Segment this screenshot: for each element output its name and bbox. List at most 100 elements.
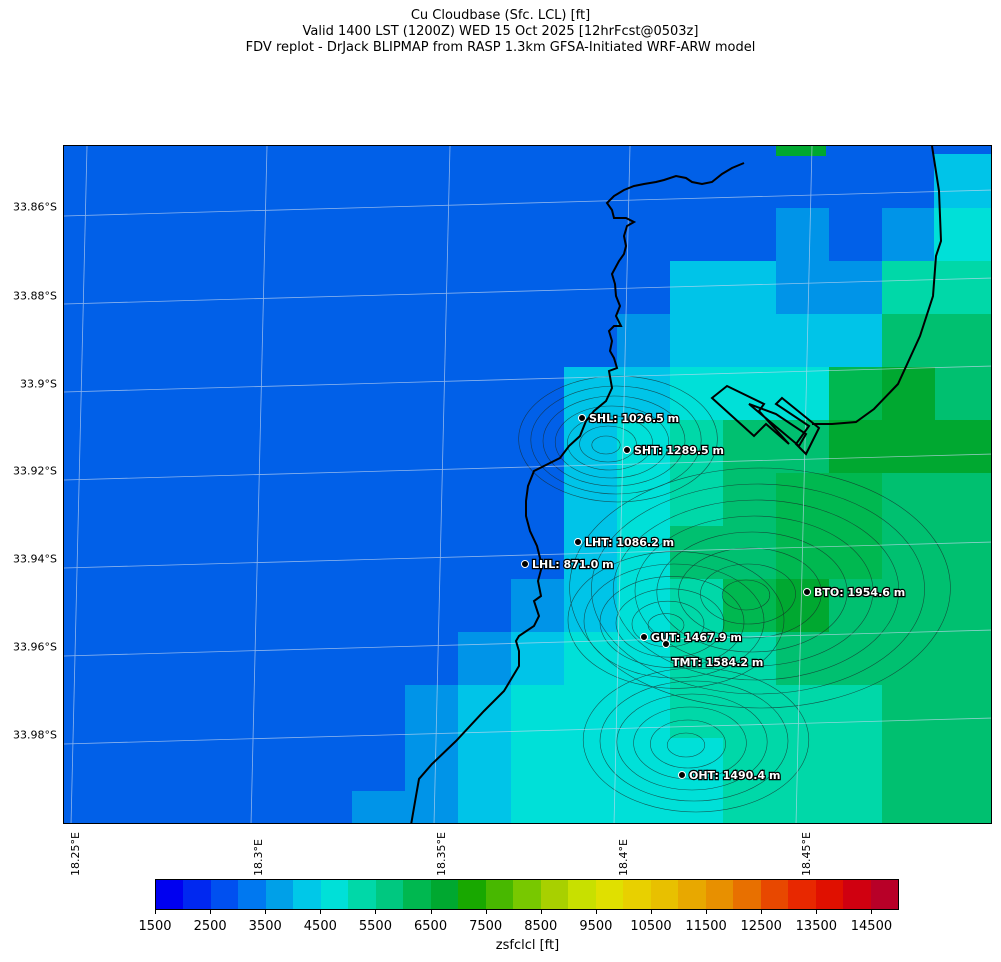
grid-cell <box>776 261 829 314</box>
grid-cell <box>617 579 670 632</box>
colorbar-tick-mark <box>816 910 818 914</box>
grid-cell <box>882 261 991 314</box>
colorbar-tick-mark <box>430 910 432 914</box>
colorbar-tick-mark <box>375 910 377 914</box>
grid-cell <box>618 146 776 156</box>
colorbar-swatch <box>375 880 404 909</box>
grid-cell <box>458 738 511 823</box>
contour-line <box>666 732 706 758</box>
latitude-label: 33.9°S <box>20 377 57 391</box>
grid-cell <box>617 473 670 526</box>
contour-line <box>599 680 789 802</box>
station-marker-shl[interactable] <box>578 414 586 422</box>
station-markers: SHL: 1026.5 m SHT: 1289.5 m LHT: 1086.2 m L… <box>521 411 906 783</box>
latitude-gridline <box>64 453 991 481</box>
longitude-gridline <box>70 146 88 823</box>
grid-cell <box>670 314 776 367</box>
longitude-label: 18.35°E <box>435 832 448 876</box>
harbour-breakwater <box>710 384 821 456</box>
colorbar-swatch <box>870 880 899 909</box>
grid-cell <box>829 579 991 632</box>
colorbar-tick-mark <box>871 910 873 914</box>
colorbar-swatch <box>650 880 679 909</box>
colorbar-tick-mark <box>320 910 322 914</box>
cloudbase-grid <box>352 146 991 823</box>
colorbar-tick-label: 12500 <box>740 919 782 934</box>
colorbar-swatch <box>265 880 294 909</box>
contour-line <box>582 667 810 813</box>
contour-line <box>591 483 925 695</box>
grid-cell <box>511 738 723 823</box>
colorbar-swatch <box>348 880 376 909</box>
colorbar-tick-mark <box>155 910 156 914</box>
colorbar-tick-label: 10500 <box>630 919 672 934</box>
station-marker-oht[interactable] <box>678 771 686 779</box>
colorbar-swatch <box>403 880 431 909</box>
grid-cell <box>934 154 991 208</box>
grid-cell <box>723 473 776 526</box>
colorbar-tick-mark <box>706 910 708 914</box>
colorbar-tick-mark <box>761 910 763 914</box>
station-marker-gut[interactable] <box>640 633 648 641</box>
grid-cell <box>882 473 991 526</box>
colorbar-swatch <box>623 880 651 909</box>
contour-line <box>542 395 686 487</box>
colorbar-swatch <box>678 880 706 909</box>
colorbar <box>155 879 899 910</box>
colorbar-tick-label: 14500 <box>850 919 893 934</box>
longitude-gridline <box>795 146 813 823</box>
contour-line <box>518 375 718 503</box>
latitude-label: 33.98°S <box>13 728 57 742</box>
grid-cell <box>670 579 723 632</box>
grid-cell <box>776 420 829 473</box>
colorbar-tick-label: 13500 <box>795 919 838 934</box>
grid-cell <box>564 420 617 473</box>
station-marker-lhl[interactable] <box>521 560 529 568</box>
colorbar-swatch <box>238 880 266 909</box>
grid-cell <box>564 632 617 685</box>
colorbar-swatch <box>595 880 624 909</box>
latitude-gridline <box>64 629 991 657</box>
longitude-label: 18.4°E <box>617 839 630 876</box>
colorbar-tick-mark <box>540 910 542 914</box>
grid-cell <box>882 526 991 579</box>
contour-line <box>591 435 621 455</box>
colorbar-tick-label: 3500 <box>248 919 282 934</box>
colorbar-swatch <box>705 880 734 909</box>
station-marker-sht[interactable] <box>623 446 631 454</box>
longitude-gridline <box>250 146 268 823</box>
colorbar-swatch <box>156 880 184 909</box>
grid-cell <box>829 261 882 314</box>
station-marker-tmt[interactable] <box>662 640 670 648</box>
colorbar-tick-label: 6500 <box>414 919 448 934</box>
forecast-map[interactable]: SHL: 1026.5 m SHT: 1289.5 m LHT: 1086.2 m L… <box>63 145 992 824</box>
contour-line <box>615 588 725 658</box>
contour-line <box>647 613 685 637</box>
grid-cell <box>776 526 882 579</box>
colorbar-tick-mark <box>210 910 212 914</box>
grid-cell <box>882 208 934 261</box>
graticule <box>64 146 991 823</box>
colorbar-tick-mark <box>595 910 597 914</box>
colorbar-swatch <box>843 880 871 909</box>
grid-cell <box>934 208 991 261</box>
colorbar-tick-label: 4500 <box>303 919 337 934</box>
grid-cell <box>882 685 991 738</box>
colorbar-swatch <box>568 880 596 909</box>
colorbar-swatch <box>788 880 816 909</box>
station-marker-bto[interactable] <box>803 588 811 596</box>
contour-line <box>616 693 768 791</box>
colorbar-swatch <box>540 880 569 909</box>
station-label-lhl: LHL: 871.0 m <box>532 558 614 571</box>
station-marker-lht[interactable] <box>574 538 582 546</box>
contour-line <box>579 425 637 463</box>
contour-line <box>599 576 745 668</box>
contour-line <box>569 467 951 709</box>
grid-cell <box>458 632 511 685</box>
grid-cell <box>723 367 829 420</box>
grid-cell <box>670 420 723 473</box>
grid-cell <box>670 261 776 314</box>
grid-cell <box>352 791 405 823</box>
colorbar-tick-mark <box>651 910 652 914</box>
contour-line <box>634 515 874 667</box>
